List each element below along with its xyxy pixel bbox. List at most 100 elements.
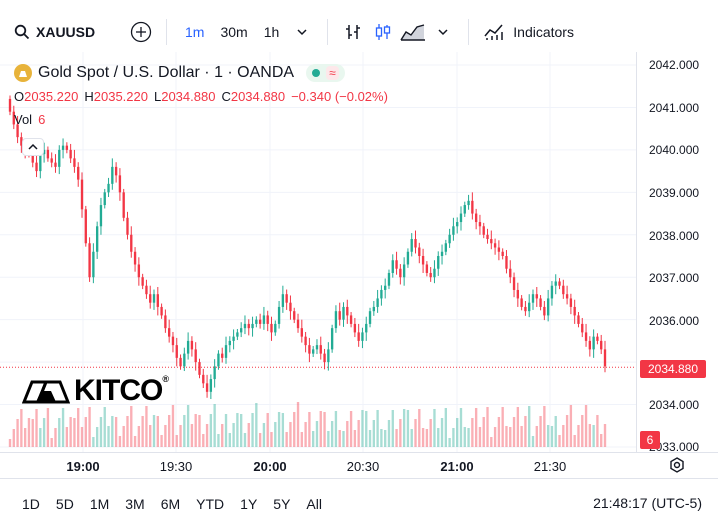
price-tick: 2038.000 [649, 229, 700, 243]
candle-body [558, 281, 561, 286]
last-price-label: 2034.880 [640, 360, 706, 378]
kitco-logo: KITCO® [22, 374, 169, 408]
candle-body [440, 251, 444, 256]
candle-body [448, 234, 451, 244]
indicators-button[interactable]: Indicators [479, 16, 574, 48]
range-3m[interactable]: 3M [125, 495, 145, 512]
candle-body [12, 111, 15, 125]
timeframe-1h[interactable]: 1h [263, 24, 280, 40]
volume-bar [42, 418, 46, 447]
chart-type-dropdown-button[interactable] [428, 17, 458, 47]
volume-bar [198, 415, 201, 447]
range-all[interactable]: All [306, 495, 322, 512]
bar-chart-type-button[interactable] [338, 17, 368, 47]
candle-body [149, 294, 152, 303]
volume-bar [255, 403, 258, 447]
volume-bar [137, 426, 141, 447]
candle-body [236, 332, 239, 337]
high-value: 2035.220 [93, 89, 148, 104]
candle-body [179, 357, 182, 367]
candle-body [505, 256, 508, 269]
range-5d[interactable]: 5D [55, 495, 74, 512]
candle-body [512, 277, 516, 290]
volume-bar [372, 420, 375, 447]
volume-bar [35, 409, 38, 447]
close-value: 2034.880 [230, 89, 286, 104]
legend-title: Gold Spot / U.S. Dollar · 1 · OANDA [38, 64, 295, 81]
time-axis[interactable]: 19:00 19:30 20:00 20:30 21:00 21:30 [0, 452, 718, 478]
volume-bar [126, 416, 129, 447]
area-chart-type-button[interactable] [398, 17, 428, 47]
candle-body [221, 353, 224, 358]
timeframe-1m[interactable]: 1m [185, 24, 205, 40]
volume-bar [512, 417, 516, 447]
volume-bar [505, 426, 508, 447]
candle-body [486, 234, 489, 240]
range-1y[interactable]: 1Y [240, 495, 258, 512]
kitco-bars-logo-icon [22, 380, 70, 404]
price-axis[interactable]: 2042.000 2041.000 2040.000 2039.000 2038.000… [636, 52, 718, 454]
price-chart[interactable] [0, 52, 636, 452]
volume-bar [440, 418, 444, 447]
volume-bar [569, 405, 573, 447]
volume-bar [425, 429, 429, 447]
volume-bar [550, 426, 554, 447]
candle-body [543, 306, 546, 316]
candle-body [194, 349, 197, 363]
candle-body [133, 251, 137, 265]
candle-body [304, 336, 307, 346]
volume-bar [61, 408, 65, 447]
symbol-label: XAUUSD [36, 24, 96, 40]
volume-bar [323, 412, 326, 447]
volume-bar [391, 410, 394, 447]
ohlc-values: O2035.220 H2035.220 L2034.880 C2034.880 … [14, 89, 388, 104]
collapse-legend-button[interactable] [22, 138, 44, 156]
range-5y[interactable]: 5Y [273, 495, 291, 512]
candle-body [437, 256, 440, 269]
volume-bar [474, 408, 478, 447]
candle-chart-type-button[interactable] [368, 17, 398, 47]
timeframe-dropdown-button[interactable] [287, 17, 317, 47]
volume-bar [433, 409, 436, 447]
candle-body [565, 294, 569, 299]
volume-bar [31, 419, 34, 447]
candle-body [255, 319, 258, 324]
range-1m[interactable]: 1M [89, 495, 110, 512]
volume-bar [258, 433, 262, 447]
candle-body [35, 162, 38, 172]
volume-bar [418, 409, 421, 447]
time-tick: 20:00 [253, 459, 287, 474]
clock-timezone[interactable]: 21:48:17 (UTC-5) [593, 495, 702, 511]
candle-body [588, 340, 592, 350]
volume-bar [23, 428, 27, 447]
volume-bar [395, 429, 398, 447]
candle-body [95, 226, 99, 252]
volume-bar [501, 407, 504, 447]
add-symbol-button[interactable] [126, 17, 156, 47]
candle-body [327, 349, 330, 363]
candle-body [251, 323, 254, 329]
volume-bar [111, 416, 114, 447]
candle-body [77, 166, 80, 180]
volume-bar [293, 412, 296, 447]
volume-bar [444, 408, 448, 447]
volume-bar [164, 425, 167, 447]
candle-body [497, 247, 501, 252]
chart-settings-button[interactable] [667, 455, 687, 475]
candle-body [183, 353, 186, 367]
volume-bar [387, 420, 391, 447]
range-1d[interactable]: 1D [22, 495, 40, 512]
candle-body [361, 332, 364, 341]
time-tick: 21:00 [440, 459, 474, 474]
volume-bar [524, 416, 527, 447]
candle-body [456, 222, 459, 227]
range-ytd[interactable]: YTD [196, 495, 225, 512]
volume-bar [88, 407, 91, 447]
volume-legend: Vol 6 [14, 112, 45, 127]
market-status-badge[interactable]: ≈ [306, 64, 345, 82]
candle-body [141, 277, 144, 286]
timeframe-30m[interactable]: 30m [220, 24, 248, 40]
range-6m[interactable]: 6M [160, 495, 181, 512]
symbol-search[interactable]: XAUUSD [14, 16, 114, 48]
candle-body [111, 166, 114, 184]
